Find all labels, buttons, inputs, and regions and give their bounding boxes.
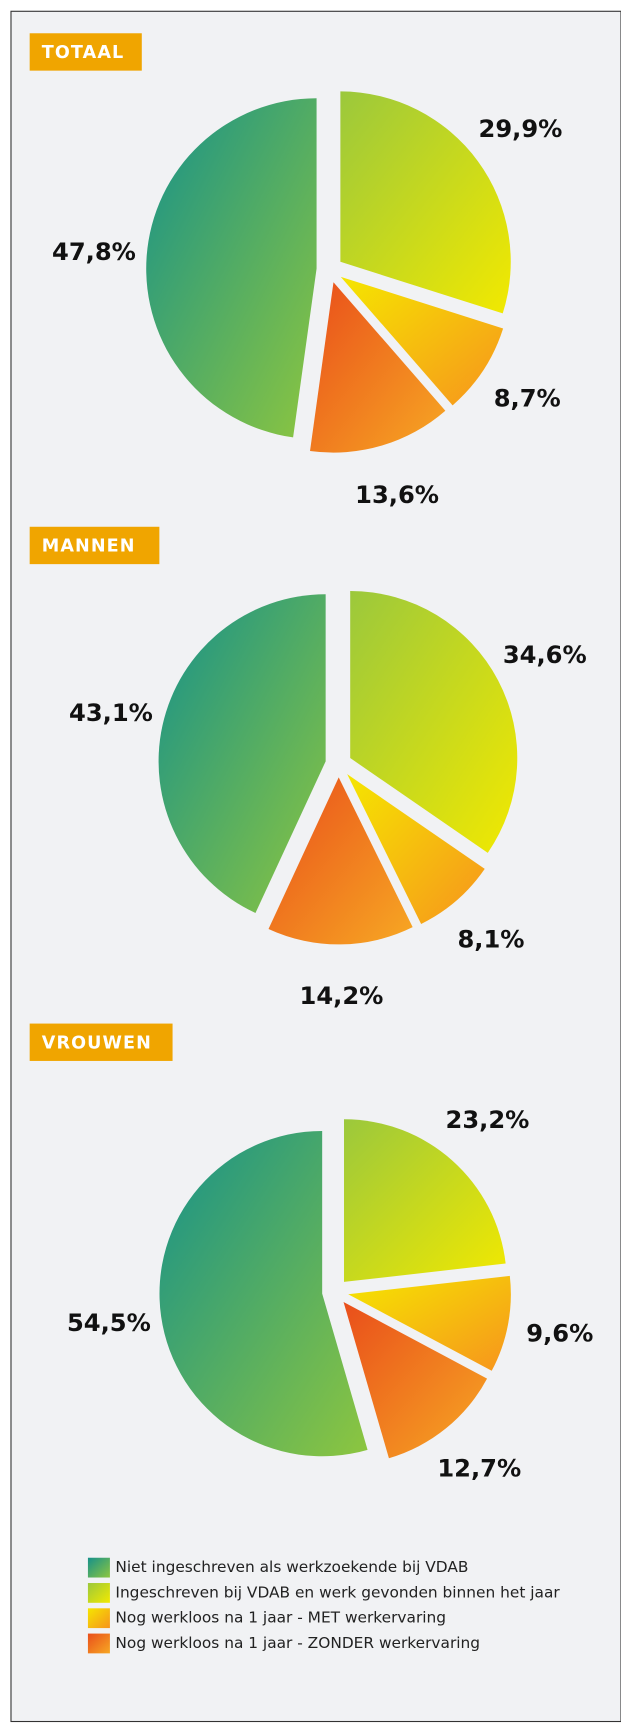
value-label: 43,1% [69, 699, 153, 727]
legend-swatch [87, 1608, 110, 1629]
legend-swatch [87, 1583, 110, 1603]
title-box [29, 526, 160, 565]
pie-slice [348, 1275, 511, 1371]
legend-label: Niet ingeschreven als werkzoekende bij V… [115, 1558, 468, 1576]
pie-slice [310, 282, 446, 453]
value-label: 8,7% [494, 384, 561, 412]
pie-slice [158, 594, 326, 913]
pie-slice [344, 1119, 506, 1282]
value-label: 9,6% [526, 1320, 593, 1348]
chart-title: VROUWEN [42, 1033, 152, 1053]
pie-slice [268, 777, 413, 945]
pie-slice [159, 1130, 368, 1457]
value-label: 54,5% [67, 1309, 151, 1337]
value-label: 12,7% [437, 1454, 521, 1482]
title-box [29, 1023, 173, 1061]
legend-label: Nog werkloos na 1 jaar - MET werkervarin… [115, 1609, 446, 1627]
pie-slice [146, 98, 317, 438]
pie-slice [340, 276, 504, 406]
value-label: 29,9% [479, 115, 563, 143]
chart-title: TOTAAL [42, 43, 125, 63]
legend-label: Ingeschreven bij VDAB en werk gevonden b… [115, 1583, 560, 1601]
pie-slice [343, 1301, 488, 1459]
pie-slice [340, 91, 511, 314]
value-label: 34,6% [503, 641, 587, 669]
pie-slice [347, 774, 485, 924]
value-label: 47,8% [52, 238, 136, 266]
title-box [29, 33, 142, 71]
legend-swatch [87, 1633, 110, 1654]
chart-title: MANNEN [42, 537, 136, 557]
legend-swatch [87, 1557, 110, 1578]
value-label: 23,2% [446, 1106, 530, 1134]
legend-label: Nog werkloos na 1 jaar - ZONDER werkerva… [115, 1634, 480, 1652]
value-label: 14,2% [300, 982, 384, 1010]
value-label: 13,6% [355, 481, 439, 509]
pie-slice [350, 590, 518, 853]
value-label: 8,1% [457, 925, 524, 953]
